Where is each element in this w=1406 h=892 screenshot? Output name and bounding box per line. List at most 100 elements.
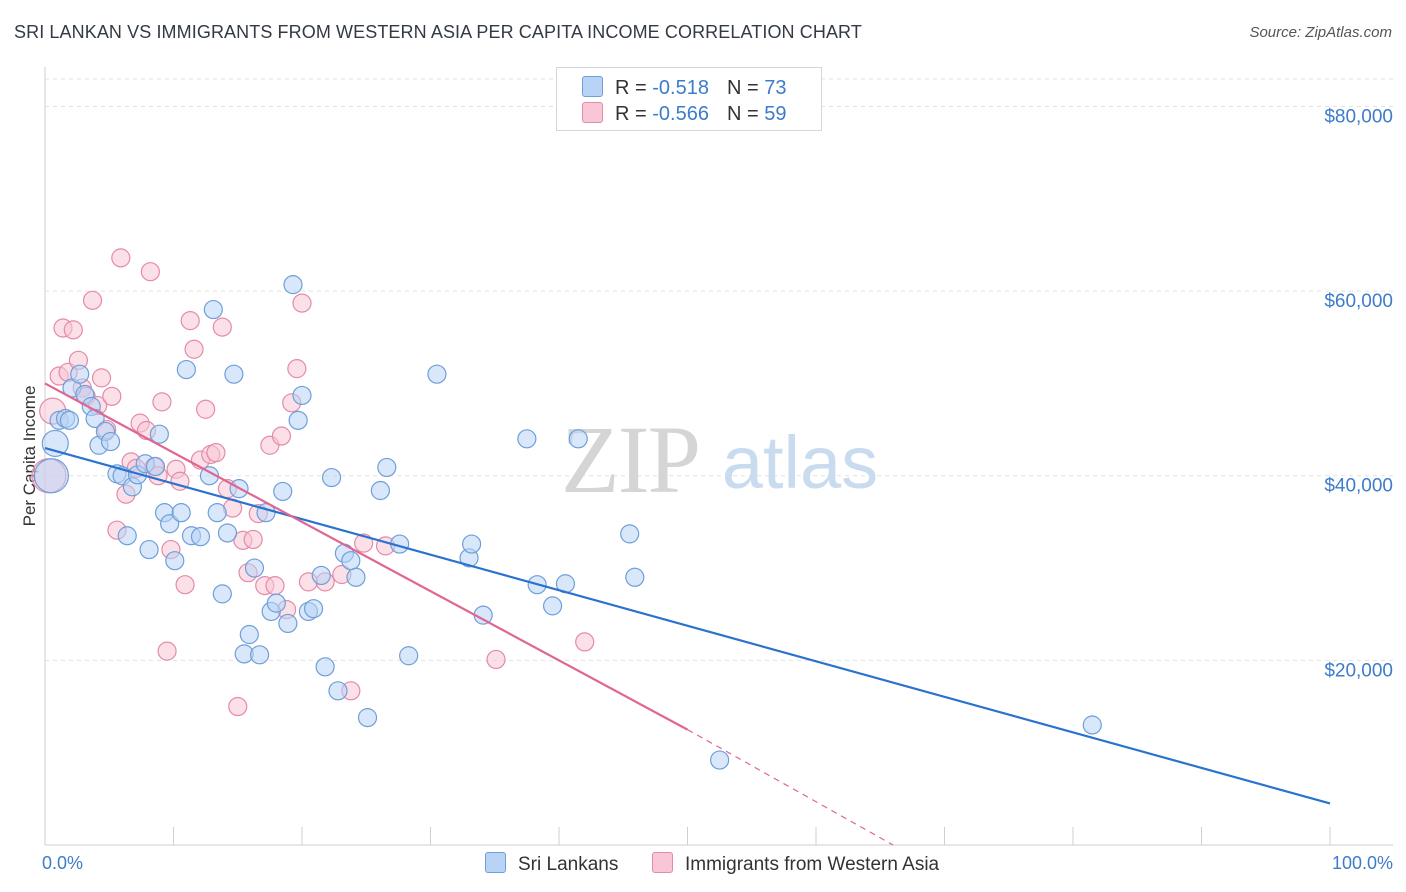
data-point-sri-lankan [1082, 715, 1102, 735]
axes [44, 67, 1393, 846]
data-point-sri-lankan [149, 424, 169, 444]
legend-row-sri-lankans: R = -0.518 N = 73 [582, 76, 787, 102]
data-point-sri-lankan [239, 624, 259, 645]
data-point-sri-lankan [59, 410, 80, 430]
legend-r-label: R = [615, 77, 653, 99]
y-tick-labels: $20,000 $40,000 $60,000 $80,000 [1324, 106, 1393, 681]
correlation-legend: R = -0.518 N = 73 R = -0.566 N = 59 [556, 67, 822, 131]
legend-r-label: R = [615, 103, 653, 125]
trend-line-sri-lankans [44, 446, 1331, 805]
legend-swatch-blue [485, 852, 506, 873]
y-tick-label: $80,000 [1324, 106, 1393, 127]
x-tick-label-min: 0.0% [42, 853, 83, 873]
bottom-legend-label: Immigrants from Western Asia [685, 854, 940, 875]
data-point-sri-lankan [278, 613, 298, 634]
trend-line-western-asia [44, 382, 689, 731]
watermark-atlas: atlas [722, 421, 878, 504]
data-point-western-asia [265, 575, 285, 596]
data-point-sri-lankan [517, 429, 537, 449]
data-point-western-asia [486, 649, 506, 670]
data-point-sri-lankan [266, 593, 286, 613]
data-point-sri-lankan [288, 410, 308, 430]
data-point-western-asia [354, 533, 374, 553]
data-point-western-asia [63, 320, 83, 340]
data-point-sri-lankan [217, 523, 238, 543]
y-tick-label: $20,000 [1324, 660, 1393, 681]
data-point-western-asia [243, 529, 263, 550]
data-point-western-asia [180, 311, 200, 331]
data-point-sri-lankan [357, 708, 378, 728]
y-axis-label: Per Capita Income [20, 386, 39, 527]
bottom-legend-label: Sri Lankans [518, 854, 619, 875]
data-point-sri-lankan [165, 551, 185, 571]
data-point-sri-lankan [346, 567, 366, 587]
data-point-sri-lankan [190, 527, 211, 547]
bottom-legend-western-asia[interactable]: Immigrants from Western Asia [652, 852, 939, 876]
data-point-sri-lankan [160, 514, 180, 534]
data-point-western-asia [140, 262, 160, 282]
data-point-western-asia [102, 386, 122, 406]
data-point-sri-lankan [341, 551, 361, 571]
legend-r-value: -0.566 [652, 103, 709, 125]
data-point-sri-lankan [568, 429, 588, 449]
trend-lines [44, 382, 1331, 846]
legend-n-label: N = [726, 103, 765, 125]
trend-line-western-asia-extension [687, 729, 894, 846]
data-point-western-asia [271, 426, 292, 446]
legend-r-value: -0.518 [652, 77, 709, 99]
data-point-sri-lankan [542, 596, 563, 616]
data-point-western-asia [287, 359, 307, 379]
y-tick-label: $40,000 [1324, 476, 1393, 497]
series-sri-lankans [33, 275, 1102, 770]
data-point-sri-lankan [311, 565, 331, 586]
data-point-western-asia [175, 575, 195, 595]
data-point-western-asia [184, 339, 204, 359]
data-point-sri-lankan [620, 524, 640, 544]
data-point-sri-lankan [273, 481, 293, 502]
data-point-sri-lankan [145, 456, 166, 477]
source-credit: Source: ZipAtlas.com [1249, 24, 1392, 41]
data-point-sri-lankan [399, 646, 419, 666]
data-point-sri-lankan [315, 657, 335, 677]
data-point-sri-lankan [427, 364, 447, 384]
data-point-sri-lankan [139, 539, 159, 560]
chart-title: SRI LANKAN VS IMMIGRANTS FROM WESTERN AS… [14, 22, 862, 42]
data-point-western-asia [111, 248, 131, 268]
legend-swatch-pink [652, 852, 673, 873]
data-point-sri-lankan [321, 467, 342, 488]
data-point-sri-lankan [283, 275, 303, 295]
data-point-sri-lankan [249, 645, 270, 665]
legend-n-label: N = [726, 77, 765, 99]
legend-swatch-blue [582, 76, 603, 97]
data-point-western-asia [228, 696, 248, 717]
data-point-sri-lankan [625, 567, 645, 587]
watermark: ZIP atlas [561, 406, 878, 513]
data-point-sri-lankan [710, 750, 730, 770]
data-point-western-asia [152, 392, 172, 412]
data-point-sri-lankan [176, 359, 196, 380]
data-point-sri-lankan [462, 534, 482, 554]
watermark-zip: ZIP [561, 406, 699, 513]
data-point-sri-lankan [212, 584, 232, 604]
y-tick-label: $60,000 [1324, 291, 1393, 312]
data-point-sri-lankan [70, 364, 90, 384]
data-point-sri-lankan [171, 503, 191, 523]
data-point-western-asia [206, 443, 226, 463]
data-point-sri-lankan [377, 457, 397, 478]
data-point-western-asia [82, 290, 103, 310]
data-point-sri-lankan [207, 503, 227, 523]
legend-n-value: 59 [764, 103, 787, 125]
data-point-western-asia [157, 641, 177, 661]
legend-n-value: 73 [764, 77, 787, 99]
x-tick-label-max: 100.0% [1332, 853, 1393, 873]
data-point-western-asia [575, 632, 595, 652]
data-point-sri-lankan [292, 385, 312, 406]
data-point-sri-lankan [203, 299, 223, 320]
data-point-sri-lankan [328, 681, 348, 701]
data-point-western-asia [292, 293, 312, 313]
bottom-legend-sri-lankans[interactable]: Sri Lankans [485, 852, 618, 876]
legend-row-western-asia: R = -0.566 N = 59 [582, 102, 787, 128]
data-point-sri-lankan [100, 431, 121, 452]
data-point-sri-lankan [303, 599, 324, 619]
